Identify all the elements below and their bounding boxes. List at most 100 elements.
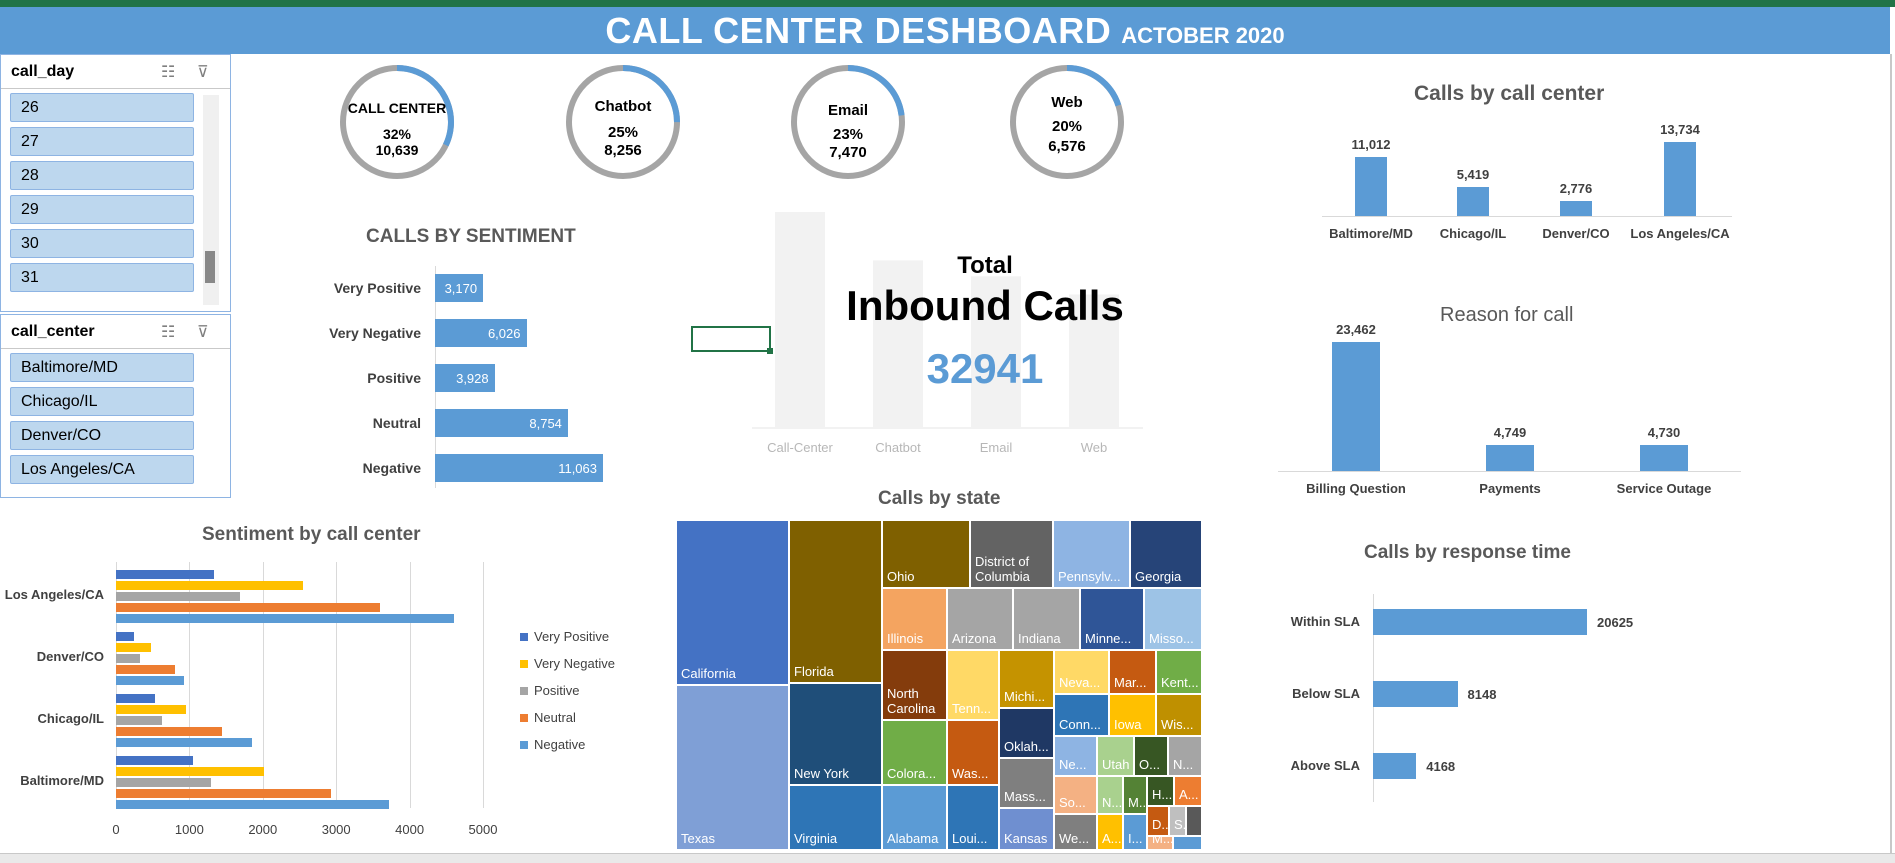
treemap-cell[interactable]: I...	[1123, 814, 1147, 850]
sentiment-category-label: Negative	[362, 460, 421, 476]
treemap-cell[interactable]: Pennsylv...	[1053, 520, 1130, 588]
slicer-item-29[interactable]: 29	[10, 195, 194, 224]
donut-label: Web	[1051, 94, 1083, 111]
slicer-item-denver[interactable]: Denver/CO	[10, 421, 194, 450]
call-center-category-label: Baltimore/MD	[1329, 226, 1413, 241]
donut-email: Email 23% 7,470	[788, 62, 908, 182]
clear-filter-icon[interactable]: ⊽	[197, 324, 209, 341]
dashboard-title: CALL CENTER DESHBOARD	[605, 9, 1112, 51]
slicer-title: call_day	[11, 62, 75, 80]
treemap-label: District of Columbia	[975, 554, 1030, 584]
treemap-label: Conn...	[1059, 717, 1101, 732]
slicer-item-30[interactable]: 30	[10, 229, 194, 258]
treemap-cell[interactable]: Tenn...	[947, 650, 999, 720]
treemap-cell[interactable]	[1173, 836, 1202, 850]
treemap-cell[interactable]	[1186, 806, 1202, 836]
treemap-cell[interactable]: M...	[1147, 836, 1173, 850]
multi-select-icon[interactable]: ☷	[161, 64, 176, 81]
treemap-cell[interactable]: New York	[789, 683, 882, 785]
treemap-cell[interactable]: Oklah...	[999, 708, 1054, 758]
treemap-cell[interactable]: Florida	[789, 520, 882, 683]
treemap-cell[interactable]: Utah	[1097, 736, 1134, 776]
treemap-cell[interactable]: Virginia	[789, 785, 882, 850]
treemap-cell[interactable]: Georgia	[1130, 520, 1202, 588]
legend-item: Very Negative	[520, 656, 615, 671]
x-tick-label: 2000	[248, 822, 278, 837]
treemap-cell[interactable]: A...	[1174, 776, 1202, 806]
legend-label: Positive	[534, 683, 580, 698]
treemap-label: S...	[1174, 817, 1186, 832]
slicer-header: call_center ☷ ⊽	[1, 315, 230, 349]
treemap-cell[interactable]: Iowa	[1109, 694, 1156, 736]
donut-ring	[340, 65, 454, 179]
treemap-cell[interactable]: N...	[1097, 776, 1123, 814]
slicer-item-26[interactable]: 26	[10, 93, 194, 122]
call-center-category-label: Denver/CO	[1542, 226, 1610, 241]
treemap-cell[interactable]: Minne...	[1080, 588, 1144, 650]
treemap-cell[interactable]: H...	[1147, 776, 1174, 806]
slicer-item-los-angeles[interactable]: Los Angeles/CA	[10, 455, 194, 484]
treemap-cell[interactable]: Misso...	[1144, 588, 1202, 650]
treemap-cell[interactable]: Colora...	[882, 720, 947, 785]
treemap-cell[interactable]: Mass...	[999, 758, 1054, 808]
treemap-label: M...	[1152, 836, 1173, 846]
treemap-label: California	[681, 666, 736, 681]
sentiment-center-bar	[116, 738, 252, 747]
treemap-cell[interactable]: S...	[1169, 806, 1186, 836]
treemap-cell[interactable]: North Carolina	[882, 650, 947, 720]
treemap-cell[interactable]: N...	[1168, 736, 1202, 776]
treemap-label: A...	[1102, 831, 1122, 846]
sentiment-data-label: 8,754	[529, 416, 562, 431]
sentiment-center-bar	[116, 676, 184, 685]
treemap-cell[interactable]: Neva...	[1054, 650, 1109, 694]
selected-cell[interactable]	[691, 326, 773, 354]
treemap-cell[interactable]: Kansas	[999, 808, 1054, 850]
treemap-cell[interactable]: Ne...	[1054, 736, 1097, 776]
treemap-cell[interactable]: California	[676, 520, 789, 685]
reason-category-label: Billing Question	[1306, 481, 1406, 496]
treemap-cell[interactable]: We...	[1054, 814, 1097, 850]
sheet-right-edge	[1890, 54, 1892, 854]
slicer-item-27[interactable]: 27	[10, 127, 194, 156]
treemap-cell[interactable]: Loui...	[947, 785, 999, 850]
slicer-scroll-thumb[interactable]	[205, 251, 215, 283]
treemap-cell[interactable]: A...	[1097, 814, 1123, 850]
treemap-cell[interactable]: Texas	[676, 685, 789, 850]
treemap-cell[interactable]: Illinois	[882, 588, 947, 650]
treemap-cell[interactable]: Was...	[947, 720, 999, 785]
treemap-cell[interactable]: So...	[1054, 776, 1097, 814]
treemap-label: Alabama	[887, 831, 939, 846]
slicer-item-31[interactable]: 31	[10, 263, 194, 292]
treemap-cell[interactable]: Arizona	[947, 588, 1013, 650]
treemap-cell[interactable]: Conn...	[1054, 694, 1109, 736]
treemap-cell[interactable]: Kent...	[1156, 650, 1202, 694]
treemap-cell[interactable]: D...	[1147, 806, 1169, 836]
treemap-cell[interactable]: Michi...	[999, 650, 1054, 708]
clear-filter-icon[interactable]: ⊽	[197, 64, 209, 81]
treemap-label: Kansas	[1004, 831, 1048, 846]
sentiment-center-bar	[116, 632, 134, 641]
treemap-cell[interactable]: District of Columbia	[970, 520, 1053, 588]
sentiment-center-bar	[116, 694, 155, 703]
treemap-label: Mass...	[1004, 789, 1046, 804]
slicer-item-chicago[interactable]: Chicago/IL	[10, 387, 194, 416]
multi-select-icon[interactable]: ☷	[161, 324, 176, 341]
gridline	[409, 562, 411, 808]
slicer-item-28[interactable]: 28	[10, 161, 194, 190]
treemap-label: Georgia	[1135, 569, 1182, 584]
treemap-cell[interactable]: Ohio	[882, 520, 970, 588]
response-data-label: 20625	[1597, 615, 1634, 630]
sentiment-center-category-label: Chicago/IL	[37, 711, 104, 726]
treemap-cell[interactable]: Wis...	[1156, 694, 1202, 736]
slicer-item-baltimore[interactable]: Baltimore/MD	[10, 353, 194, 382]
treemap-cell[interactable]: M...	[1123, 776, 1147, 814]
treemap-label: Colora...	[887, 766, 937, 781]
treemap-cell[interactable]: O...	[1134, 736, 1168, 776]
treemap-cell[interactable]: Alabama	[882, 785, 947, 850]
treemap-cell[interactable]: Mar...	[1109, 650, 1156, 694]
treemap-cell[interactable]: Indiana	[1013, 588, 1080, 650]
legend-swatch	[520, 633, 528, 641]
sentiment-category-label: Positive	[367, 370, 421, 386]
donut-chatbot: Chatbot 25% 8,256	[563, 62, 683, 182]
legend-label: Very Negative	[534, 656, 615, 671]
